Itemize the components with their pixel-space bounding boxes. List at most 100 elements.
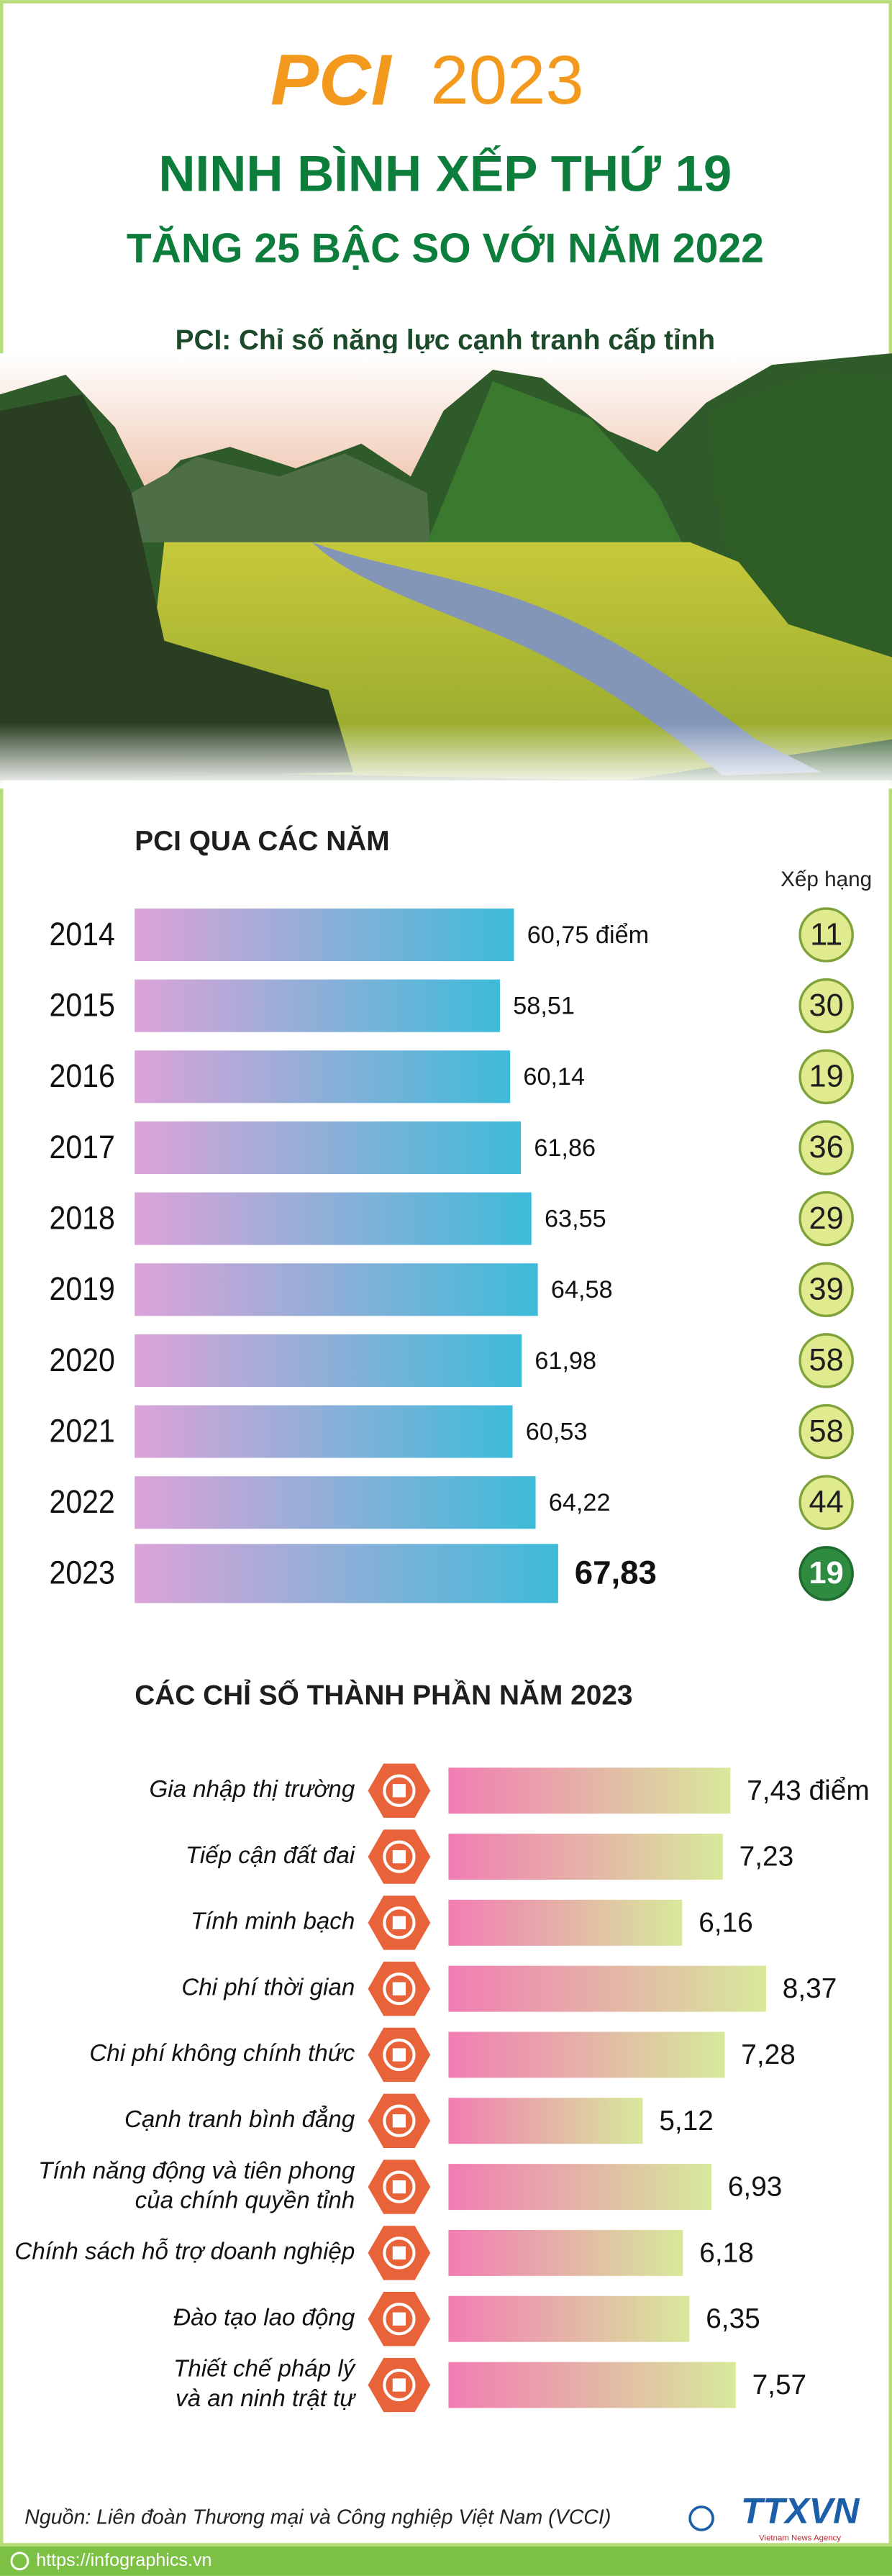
bar	[135, 979, 500, 1032]
value-label: 60,53	[526, 1418, 588, 1445]
icon-glyph	[392, 2246, 406, 2260]
agency-subtitle: Vietnam News Agency	[759, 2534, 841, 2542]
year-label: 2019	[50, 1270, 115, 1307]
value-label: 63,55	[545, 1205, 606, 1232]
icon-glyph	[383, 1774, 416, 1807]
value-label: 60,75 điểm	[527, 921, 649, 949]
bar	[135, 1263, 538, 1316]
year-label: 2021	[50, 1412, 115, 1449]
value-label: 7,57	[752, 2370, 807, 2400]
category-label: Chính sách hỗ trợ doanh nghiệp	[14, 2239, 355, 2265]
rank-badge	[798, 907, 854, 962]
bar	[135, 908, 514, 962]
rank-title: Xếp hạng	[780, 868, 872, 891]
rank-badge	[798, 1333, 854, 1388]
category-label: Thiết chế pháp lý	[173, 2356, 357, 2382]
icon-glyph	[383, 1972, 416, 2006]
rank-badge	[798, 978, 854, 1034]
category-label: Tính minh bạch	[191, 1908, 355, 1935]
bar	[448, 1767, 731, 1814]
icon-glyph	[392, 1784, 406, 1798]
bar	[448, 2229, 683, 2276]
bar	[135, 1192, 532, 1245]
footer: Nguồn: Liên đoàn Thương mại và Công nghi…	[0, 2490, 892, 2576]
value-label: 60,14	[523, 1063, 585, 1091]
icon-glyph	[392, 1849, 406, 1864]
icon-glyph	[392, 2114, 406, 2128]
rank-label: 29	[809, 1201, 844, 1236]
value-label: 6,35	[706, 2303, 760, 2334]
chart-title: CÁC CHỈ SỐ THÀNH PHẦN NĂM 2023	[135, 1678, 632, 1711]
logo-year: 2023	[430, 42, 583, 119]
charts: PCI QUA CÁC NĂM Xếp hạng 2014 60,75 điểm 11 2…	[14, 825, 872, 2413]
year-label: 2020	[50, 1342, 115, 1378]
icon-glyph	[383, 2303, 416, 2336]
title: NINH BÌNH XẾP THỨ 19	[158, 145, 732, 202]
bar	[448, 2362, 736, 2408]
category-label: Đào tạo lao động	[173, 2304, 355, 2331]
rank-label: 44	[809, 1485, 844, 1519]
icon-glyph	[392, 2312, 406, 2326]
value-label: 7,43 điểm	[747, 1775, 869, 1806]
rank-badge	[798, 1475, 854, 1530]
bar	[448, 2031, 725, 2078]
bar	[135, 1121, 522, 1175]
copyright-icon	[688, 2506, 714, 2531]
bar	[135, 1050, 511, 1103]
icon-glyph	[383, 2170, 416, 2203]
bar	[448, 1834, 723, 1880]
bottom-bar	[0, 2546, 892, 2576]
year-label: 2016	[50, 1057, 115, 1094]
rank-label: 19	[809, 1556, 844, 1590]
value-label: 61,98	[534, 1347, 596, 1375]
bar	[448, 2164, 711, 2211]
year-label: 2015	[50, 987, 115, 1024]
value-label: 61,86	[534, 1134, 596, 1162]
category-label: Tiếp cận đất đai	[186, 1842, 356, 1869]
icon-glyph	[383, 1840, 416, 1873]
rank-label: 58	[809, 1343, 844, 1378]
web-icon	[10, 2552, 29, 2571]
year-label: 2018	[50, 1199, 115, 1236]
category-label: Gia nhập thị trường	[149, 1776, 355, 1803]
icon-glyph	[392, 2048, 406, 2062]
rank-label: 30	[809, 988, 844, 1023]
year-label: 2023	[50, 1555, 115, 1591]
logo: PCI	[270, 40, 393, 120]
landscape-photo	[0, 353, 892, 789]
category-label: Tính năng động và tiên phong	[38, 2157, 355, 2184]
rank-badge	[798, 1049, 854, 1105]
year-label: 2017	[50, 1129, 115, 1165]
category-label: và an ninh trật tự	[176, 2385, 356, 2412]
icon-glyph	[383, 2038, 416, 2072]
rank-badge	[798, 1262, 854, 1318]
icon-glyph	[392, 2378, 406, 2392]
rank-label: 19	[809, 1060, 844, 1094]
category-label: của chính quyền tỉnh	[135, 2187, 355, 2213]
rank-label: 58	[809, 1414, 844, 1449]
source: Nguồn: Liên đoàn Thương mại và Công nghi…	[24, 2506, 611, 2529]
value-label: 6,93	[728, 2172, 783, 2203]
value-label: 5,12	[659, 2106, 714, 2136]
bar	[448, 2098, 643, 2144]
value-label: 67,83	[575, 1555, 657, 1591]
rank-badge	[798, 1191, 854, 1247]
bar	[135, 1334, 522, 1387]
website: https://infographics.vn	[36, 2550, 211, 2570]
icon-glyph	[392, 2180, 406, 2194]
value-label: 7,23	[739, 1842, 794, 1872]
year-label: 2014	[50, 916, 115, 952]
definition: PCI: Chỉ số năng lực cạnh tranh cấp tỉnh	[176, 324, 716, 355]
bar	[135, 1405, 513, 1458]
value-label: 58,51	[513, 993, 575, 1020]
value-label: 6,16	[698, 1907, 753, 1938]
bar	[448, 2295, 690, 2342]
rank-badge	[798, 1546, 854, 1601]
bar	[448, 1965, 766, 2012]
category-label: Chi phí không chính thức	[89, 2040, 355, 2067]
icon-glyph	[383, 1906, 416, 1939]
icon-glyph	[392, 1916, 406, 1930]
